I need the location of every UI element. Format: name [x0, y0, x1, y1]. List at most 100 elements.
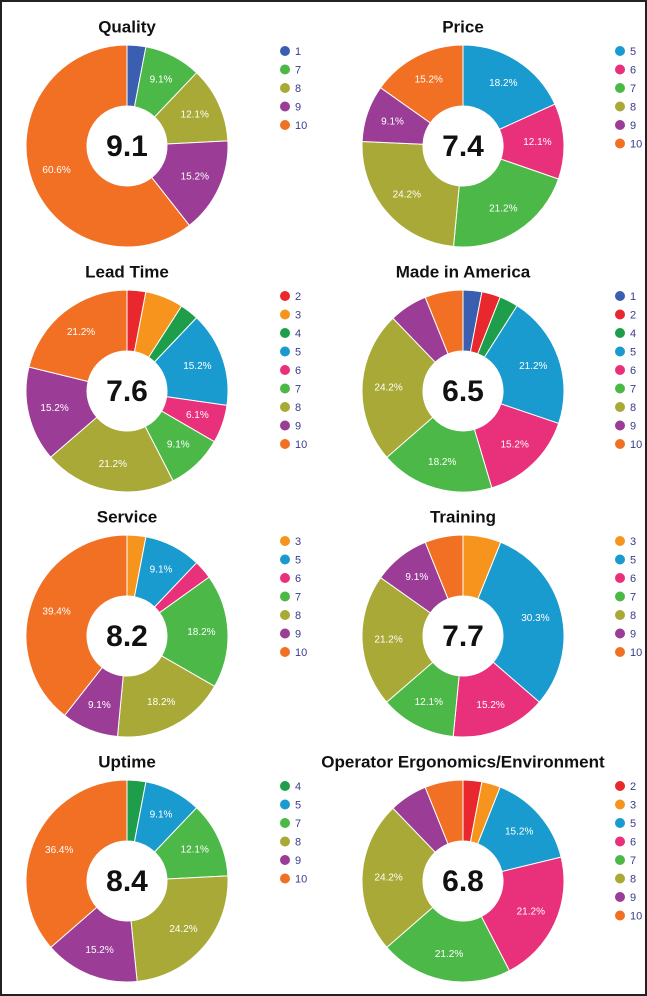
- legend-label: 9: [295, 420, 301, 432]
- legend-label: 6: [630, 365, 636, 377]
- center-value: 9.1: [106, 130, 148, 163]
- legend-label: 3: [295, 536, 301, 548]
- legend-swatch: [280, 64, 290, 75]
- center-value: 7.4: [442, 130, 484, 163]
- slice-label: 12.1%: [181, 110, 209, 121]
- legend-label: 9: [630, 120, 636, 132]
- legend-swatch: [280, 83, 290, 93]
- legend-label: 7: [630, 83, 636, 95]
- slice-label: 15.2%: [183, 361, 211, 372]
- legend-swatch: [615, 291, 625, 301]
- legend-label: 6: [295, 365, 301, 377]
- legend-swatch: [615, 138, 625, 149]
- slice-label: 15.2%: [85, 945, 113, 956]
- slice: [386, 416, 493, 493]
- legend-swatch: [615, 892, 625, 902]
- slice: [462, 44, 556, 131]
- legend-swatch: [615, 554, 625, 565]
- legend-swatch: [280, 610, 290, 620]
- slice-label: 24.2%: [169, 924, 197, 935]
- slice-label: 21.2%: [435, 949, 463, 960]
- slice-label: 9.1%: [167, 440, 190, 451]
- legend-label: 4: [295, 781, 301, 793]
- legend-label: 4: [295, 328, 301, 340]
- slice: [49, 416, 174, 493]
- slice-label: 21.2%: [519, 361, 547, 372]
- legend-swatch: [280, 101, 290, 112]
- legend-label: 5: [295, 554, 301, 566]
- legend-swatch: [280, 120, 290, 130]
- slice-label: 12.1%: [415, 697, 443, 708]
- legend-label: 3: [630, 799, 636, 811]
- legend-swatch: [615, 420, 625, 431]
- legend-label: 4: [630, 328, 636, 340]
- legend-swatch: [280, 573, 290, 583]
- legend-swatch: [280, 799, 290, 810]
- legend-swatch: [280, 836, 290, 847]
- legend-swatch: [280, 402, 290, 412]
- legend-label: 7: [295, 64, 301, 76]
- legend-swatch: [615, 573, 625, 583]
- legend-swatch: [615, 309, 625, 320]
- chart-title: Price: [442, 17, 484, 36]
- legend-swatch: [615, 536, 625, 546]
- legend-label: 5: [295, 346, 301, 358]
- slice: [130, 875, 229, 983]
- slice-label: 15.2%: [505, 827, 533, 838]
- slice-label: 9.1%: [150, 564, 173, 575]
- slice-label: 15.2%: [415, 74, 443, 85]
- legend-label: 8: [630, 610, 636, 622]
- legend-swatch: [615, 64, 625, 75]
- legend-label: 10: [295, 439, 307, 451]
- slice-label: 60.6%: [42, 165, 70, 176]
- slice-label: 21.2%: [374, 634, 402, 645]
- legend-swatch: [615, 83, 625, 93]
- legend-label: 5: [630, 46, 636, 58]
- slice-label: 12.1%: [181, 845, 209, 856]
- legend-label: 9: [295, 628, 301, 640]
- slice-label: 18.2%: [489, 78, 517, 89]
- legend-label: 10: [630, 439, 642, 451]
- legend-label: 8: [295, 402, 301, 414]
- slice-label: 15.2%: [476, 700, 504, 711]
- legend-label: 9: [295, 855, 301, 867]
- legend-label: 9: [630, 892, 636, 904]
- donut-chart: Quality 1 9.1% 7 12.1% 8 15.2% 9 60.6% 10 9.1: [25, 17, 307, 248]
- legend-swatch: [280, 536, 290, 546]
- slice-label: 21.2%: [517, 907, 545, 918]
- center-value: 6.5: [442, 375, 484, 408]
- legend-swatch: [615, 836, 625, 847]
- slice-label: 6.1%: [186, 410, 209, 421]
- donut-chart: Price 18.2% 5 12.1% 6 21.2% 7 24.2% 8 9.1% 9 15.2% 1…: [361, 17, 642, 248]
- legend-label: 2: [630, 781, 636, 793]
- legend-label: 6: [630, 836, 636, 848]
- legend-swatch: [280, 647, 290, 657]
- legend-swatch: [280, 628, 290, 639]
- legend-label: 9: [630, 420, 636, 432]
- legend-label: 9: [630, 628, 636, 640]
- legend-label: 9: [295, 101, 301, 113]
- legend-swatch: [615, 873, 625, 884]
- legend-swatch: [280, 818, 290, 828]
- center-value: 8.2: [106, 620, 148, 653]
- slice-label: 21.2%: [67, 327, 95, 338]
- legend-label: 8: [630, 873, 636, 885]
- slice: [361, 141, 460, 248]
- chart-title: Quality: [98, 17, 156, 36]
- legend-swatch: [280, 439, 290, 449]
- slice-label: 30.3%: [521, 613, 549, 624]
- legend-label: 8: [295, 83, 301, 95]
- legend-label: 10: [295, 873, 307, 885]
- slice-label: 15.2%: [181, 172, 209, 183]
- legend-label: 7: [630, 383, 636, 395]
- chart-title: Uptime: [98, 752, 156, 771]
- legend-swatch: [615, 799, 625, 810]
- slice: [452, 158, 560, 248]
- center-value: 6.8: [442, 865, 484, 898]
- slice: [424, 289, 464, 355]
- legend-swatch: [615, 910, 625, 921]
- slice: [477, 541, 565, 703]
- slice: [424, 534, 464, 600]
- legend-swatch: [615, 402, 625, 412]
- legend-swatch: [615, 101, 625, 112]
